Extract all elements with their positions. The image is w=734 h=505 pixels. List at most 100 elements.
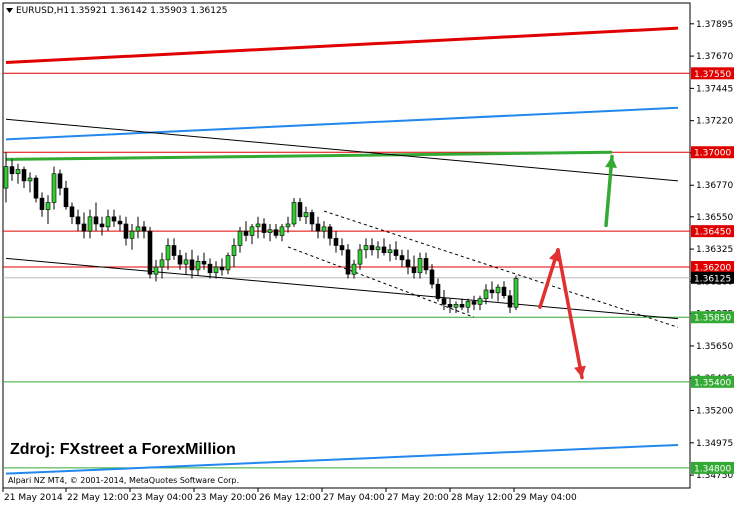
candle bbox=[423, 252, 429, 275]
candle bbox=[489, 281, 495, 299]
copyright-text: Alpari NZ MT4, © 2001-2014, MetaQuotes S… bbox=[8, 476, 239, 485]
candle bbox=[171, 238, 177, 260]
arrow-head bbox=[574, 365, 586, 378]
candle bbox=[15, 163, 21, 184]
level-label: 1.35850 bbox=[694, 314, 731, 324]
candle bbox=[441, 289, 447, 311]
price-tick-label: 1.35650 bbox=[696, 342, 733, 352]
trendline bbox=[5, 106, 679, 141]
candle bbox=[273, 223, 279, 239]
candle bbox=[69, 202, 75, 224]
price-tick-label: 1.36770 bbox=[696, 181, 733, 191]
candle bbox=[321, 221, 327, 239]
candle bbox=[33, 175, 39, 203]
level-label-bg bbox=[691, 375, 734, 388]
candle bbox=[201, 252, 207, 270]
time-tick-label: 27 May 04:00 bbox=[323, 493, 385, 503]
candle bbox=[369, 238, 375, 256]
candle bbox=[231, 238, 237, 268]
candle bbox=[105, 209, 111, 232]
candle bbox=[123, 216, 129, 246]
candle bbox=[3, 152, 9, 203]
candle bbox=[507, 289, 513, 313]
candle bbox=[183, 252, 189, 275]
candle bbox=[453, 301, 459, 313]
candle bbox=[117, 215, 123, 232]
trendlines bbox=[5, 26, 679, 475]
arrow-shaft bbox=[556, 248, 584, 380]
price-tick-label: 1.36325 bbox=[696, 245, 733, 255]
candle bbox=[315, 216, 321, 239]
candle bbox=[243, 221, 249, 242]
time-tick-label: 28 May 12:00 bbox=[451, 493, 513, 503]
time-tick-label: 27 May 20:00 bbox=[387, 493, 449, 503]
chevron-down-icon[interactable] bbox=[6, 8, 13, 13]
candle bbox=[303, 206, 309, 224]
price-tick-label: 1.37220 bbox=[696, 117, 733, 127]
level-label-bg bbox=[691, 67, 734, 80]
candle bbox=[381, 238, 387, 256]
trendline bbox=[5, 118, 679, 182]
candle bbox=[9, 159, 15, 181]
level-label-bg bbox=[691, 146, 734, 159]
level-label: 1.36450 bbox=[694, 228, 731, 238]
candle bbox=[501, 281, 507, 299]
candle bbox=[429, 264, 435, 289]
candle bbox=[57, 169, 63, 196]
candle bbox=[339, 238, 345, 256]
candle bbox=[357, 244, 363, 270]
level-label-bg bbox=[691, 225, 734, 238]
current-price-label: 1.36125 bbox=[694, 274, 731, 284]
candle bbox=[81, 212, 87, 239]
trendline bbox=[5, 257, 679, 320]
time-ticks: 21 May 2014 22 May 12:00 23 May 04:00 23 Ma… bbox=[2, 488, 577, 503]
header: EURUSD,H1 1.35921 1.36142 1.35903 1.3612… bbox=[6, 6, 227, 16]
forecast-arrows bbox=[538, 154, 618, 380]
candle bbox=[93, 202, 99, 232]
candle bbox=[417, 252, 423, 279]
candle bbox=[447, 298, 453, 313]
candle bbox=[435, 278, 441, 302]
candle bbox=[261, 218, 267, 239]
time-tick-label: 26 May 12:00 bbox=[259, 493, 321, 503]
level-label-bg bbox=[691, 261, 734, 274]
arrow-shaft bbox=[604, 154, 614, 228]
candle bbox=[237, 226, 243, 253]
trendline bbox=[5, 443, 679, 475]
candle bbox=[345, 244, 351, 279]
candle bbox=[21, 166, 27, 189]
candle bbox=[129, 223, 135, 250]
level-label: 1.34800 bbox=[694, 464, 731, 474]
candles bbox=[3, 152, 519, 313]
candle bbox=[213, 261, 219, 279]
price-tick-label: 1.37445 bbox=[696, 84, 733, 94]
candle bbox=[333, 231, 339, 253]
candle bbox=[309, 209, 315, 232]
trendline bbox=[5, 150, 613, 161]
candle bbox=[177, 249, 183, 270]
candle bbox=[111, 209, 117, 227]
price-tick-label: 1.34975 bbox=[696, 439, 733, 449]
candle bbox=[141, 221, 147, 239]
candle bbox=[87, 209, 93, 239]
price-tick-label: 1.35200 bbox=[696, 407, 733, 417]
candle bbox=[165, 238, 171, 270]
price-ticks: 1.378951.376701.374451.372201.369951.367… bbox=[690, 20, 733, 481]
candle bbox=[153, 259, 159, 282]
candle bbox=[291, 198, 297, 227]
time-tick-label: 21 May 2014 bbox=[4, 493, 63, 503]
level-label: 1.36200 bbox=[694, 264, 731, 274]
time-tick-label: 29 May 04:00 bbox=[515, 493, 577, 503]
price-tick-label: 1.36550 bbox=[696, 213, 733, 223]
candle bbox=[39, 192, 45, 217]
candle bbox=[159, 252, 165, 279]
candle bbox=[249, 223, 255, 245]
level-label: 1.35400 bbox=[694, 378, 731, 388]
candle bbox=[45, 195, 51, 224]
candle bbox=[63, 180, 69, 210]
candle bbox=[135, 216, 141, 239]
ohlc-values: 1.35921 1.36142 1.35903 1.36125 bbox=[70, 6, 227, 16]
candle bbox=[387, 244, 393, 262]
candle bbox=[465, 298, 471, 313]
